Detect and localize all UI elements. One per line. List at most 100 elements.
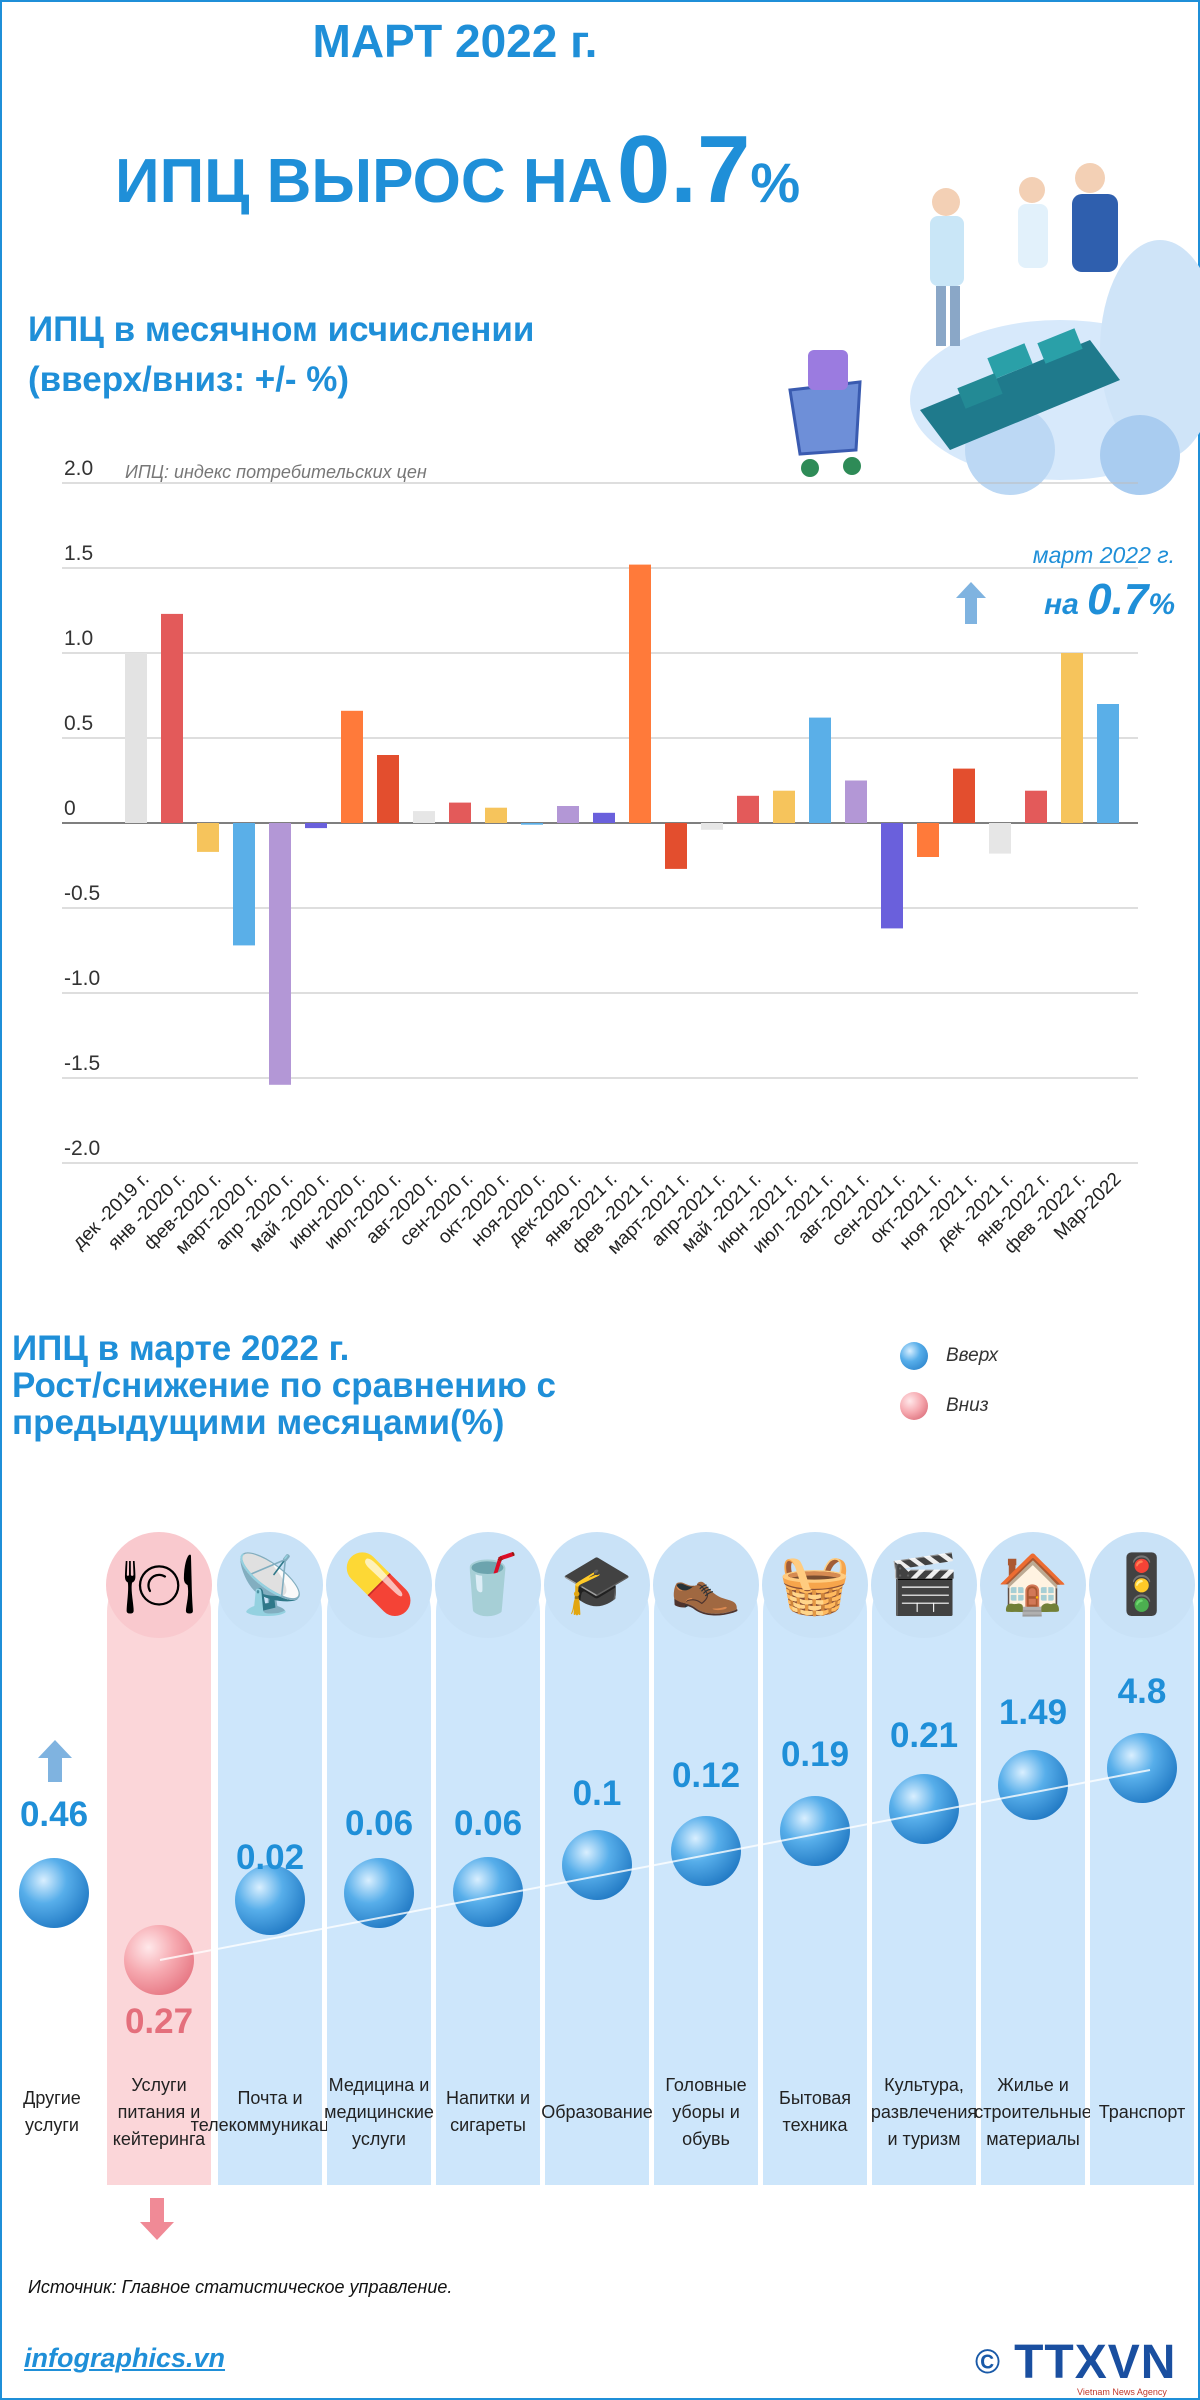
bar — [809, 717, 831, 823]
headline-value: 0.7 — [616, 116, 751, 223]
y-tick-label: -0.5 — [64, 882, 100, 905]
groups-title-line2: Рост/снижение по сравнению с — [12, 1366, 556, 1405]
y-tick-label: -1.5 — [64, 1052, 100, 1075]
bar — [269, 823, 291, 1085]
bar — [665, 823, 687, 869]
bar — [305, 823, 327, 829]
legend-up-label: Вверх — [946, 1345, 999, 1366]
callout-number: 0.7 — [1087, 575, 1149, 624]
groups-title-line1: ИПЦ в марте 2022 г. — [12, 1329, 350, 1368]
bar — [917, 823, 939, 857]
group-label: Бытовая техника — [779, 2088, 851, 2135]
callout-unit: % — [1148, 588, 1175, 621]
group-label: Напитки и сигареты — [445, 2088, 531, 2135]
group-value: 0.12 — [671, 1756, 741, 1795]
source-note: Источник: Главное статистическое управле… — [28, 2277, 453, 2297]
bar — [989, 823, 1011, 854]
bar — [593, 812, 615, 823]
bar — [881, 823, 903, 929]
group-label: Почта и телекоммуникации — [190, 2088, 350, 2135]
down-arrow-icon — [140, 2198, 174, 2240]
chart-section-title: ИПЦ в месячном исчислении (вверх/вниз: +… — [28, 305, 534, 405]
group-value: 1.49 — [998, 1693, 1068, 1732]
up-ball — [562, 1830, 632, 1900]
bar — [233, 823, 255, 946]
pill-icon: 💊 — [326, 1532, 432, 1638]
antenna-icon: 📡 — [217, 1532, 323, 1638]
group-value: 0.02 — [235, 1838, 305, 1877]
headline: ИПЦ ВЫРОС НА 0.7% — [115, 115, 800, 225]
y-tick-label: 0.5 — [64, 712, 93, 735]
group-label: Другие услуги — [23, 2088, 81, 2135]
bar — [125, 653, 147, 823]
washing-machine-icon: 🧺 — [762, 1532, 868, 1638]
bar — [953, 768, 975, 823]
callout-prefix: на — [1043, 588, 1079, 621]
bar — [845, 780, 867, 823]
group-column — [981, 1560, 1085, 2185]
groups-title-line3: предыдущими месяцами(%) — [12, 1403, 505, 1442]
up-ball — [1107, 1733, 1177, 1803]
traffic-light-icon: 🚦 — [1089, 1532, 1195, 1638]
up-ball — [19, 1858, 89, 1928]
up-ball — [344, 1858, 414, 1928]
group-value: 0.19 — [780, 1735, 850, 1774]
page-title: МАРТ 2022 г. — [312, 15, 598, 67]
bar — [701, 823, 723, 830]
group-value: 0.21 — [889, 1716, 959, 1755]
monthly-cpi-chart: 2.01.51.00.50-0.5-1.0-1.5-2.0 дек -2019 … — [62, 457, 1138, 1259]
legend-down-label: Вниз — [946, 1395, 989, 1416]
groups-section-title: ИПЦ в марте 2022 г. Рост/снижение по сра… — [12, 1330, 556, 1441]
up-ball — [780, 1796, 850, 1866]
y-tick-label: -1.0 — [64, 967, 100, 990]
group-value: 4.8 — [1117, 1672, 1167, 1711]
y-axis-ticks: 2.0 1.5 1.0 0.5 0 -0.5 -1.0 -1.5 -2.0 — [64, 457, 100, 1160]
group-label: Образование — [541, 2101, 653, 2122]
callout-value: на 0.7% — [960, 575, 1175, 625]
group-label: Жилье и строительные материалы — [974, 2074, 1092, 2149]
drink-icon: 🥤 — [435, 1532, 541, 1638]
y-tick-label: -2.0 — [64, 1137, 100, 1160]
legend-up: Вверх — [900, 1342, 998, 1370]
agency-subtitle: Vietnam News Agency — [1077, 2387, 1167, 2397]
house-icon: 🏠 — [980, 1532, 1086, 1638]
up-ball — [235, 1865, 305, 1935]
agency-name: TTXVN — [1014, 2336, 1177, 2389]
group-label: Услуги питания и кейтеринга — [112, 2074, 206, 2149]
group-value: 0.06 — [344, 1804, 414, 1843]
copyright-mark: © — [975, 2343, 1001, 2381]
bar — [557, 806, 579, 823]
callout-period: март 2022 г. — [1032, 542, 1175, 568]
group-value: 0.46 — [19, 1795, 89, 1834]
graduation-cap-icon: 🎓 — [544, 1532, 650, 1638]
down-ball — [124, 1925, 194, 1995]
shopping-illustration — [788, 163, 1200, 495]
chart-section-title-line2: (вверх/вниз: +/- %) — [28, 360, 350, 399]
group-column — [763, 1560, 867, 2185]
bar — [449, 802, 471, 823]
group-column — [107, 1560, 211, 2185]
bar — [197, 823, 219, 852]
shoes-icon: 👞 — [653, 1532, 759, 1638]
group-label: Головные уборы и обувь — [665, 2074, 747, 2149]
bar — [521, 823, 543, 825]
group-column — [1090, 1560, 1194, 2185]
headline-unit: % — [750, 151, 801, 214]
group-value: 0.27 — [124, 2002, 194, 2041]
bar — [629, 564, 651, 823]
group-value: 0.1 — [572, 1774, 622, 1813]
bar — [413, 811, 435, 823]
group-label: Медицина и медицинские услуги — [324, 2074, 434, 2149]
bar — [1061, 653, 1083, 823]
group-value: 0.06 — [453, 1804, 523, 1843]
site-link[interactable]: infographics.vn — [24, 2343, 226, 2373]
food-icon: 🍽 — [106, 1532, 212, 1638]
group-label: Культура, развлечения и туризм — [870, 2074, 978, 2149]
y-tick-label: 2.0 — [64, 457, 93, 480]
chart-note: ИПЦ: индекс потребительских цен — [125, 462, 427, 482]
bar — [737, 795, 759, 823]
group-column — [872, 1560, 976, 2185]
bar — [161, 613, 183, 823]
bar — [377, 755, 399, 823]
